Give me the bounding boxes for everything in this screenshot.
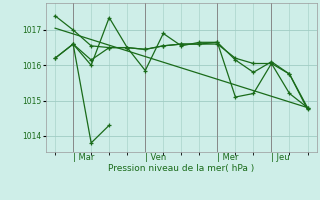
X-axis label: Pression niveau de la mer( hPa ): Pression niveau de la mer( hPa )	[108, 164, 254, 173]
